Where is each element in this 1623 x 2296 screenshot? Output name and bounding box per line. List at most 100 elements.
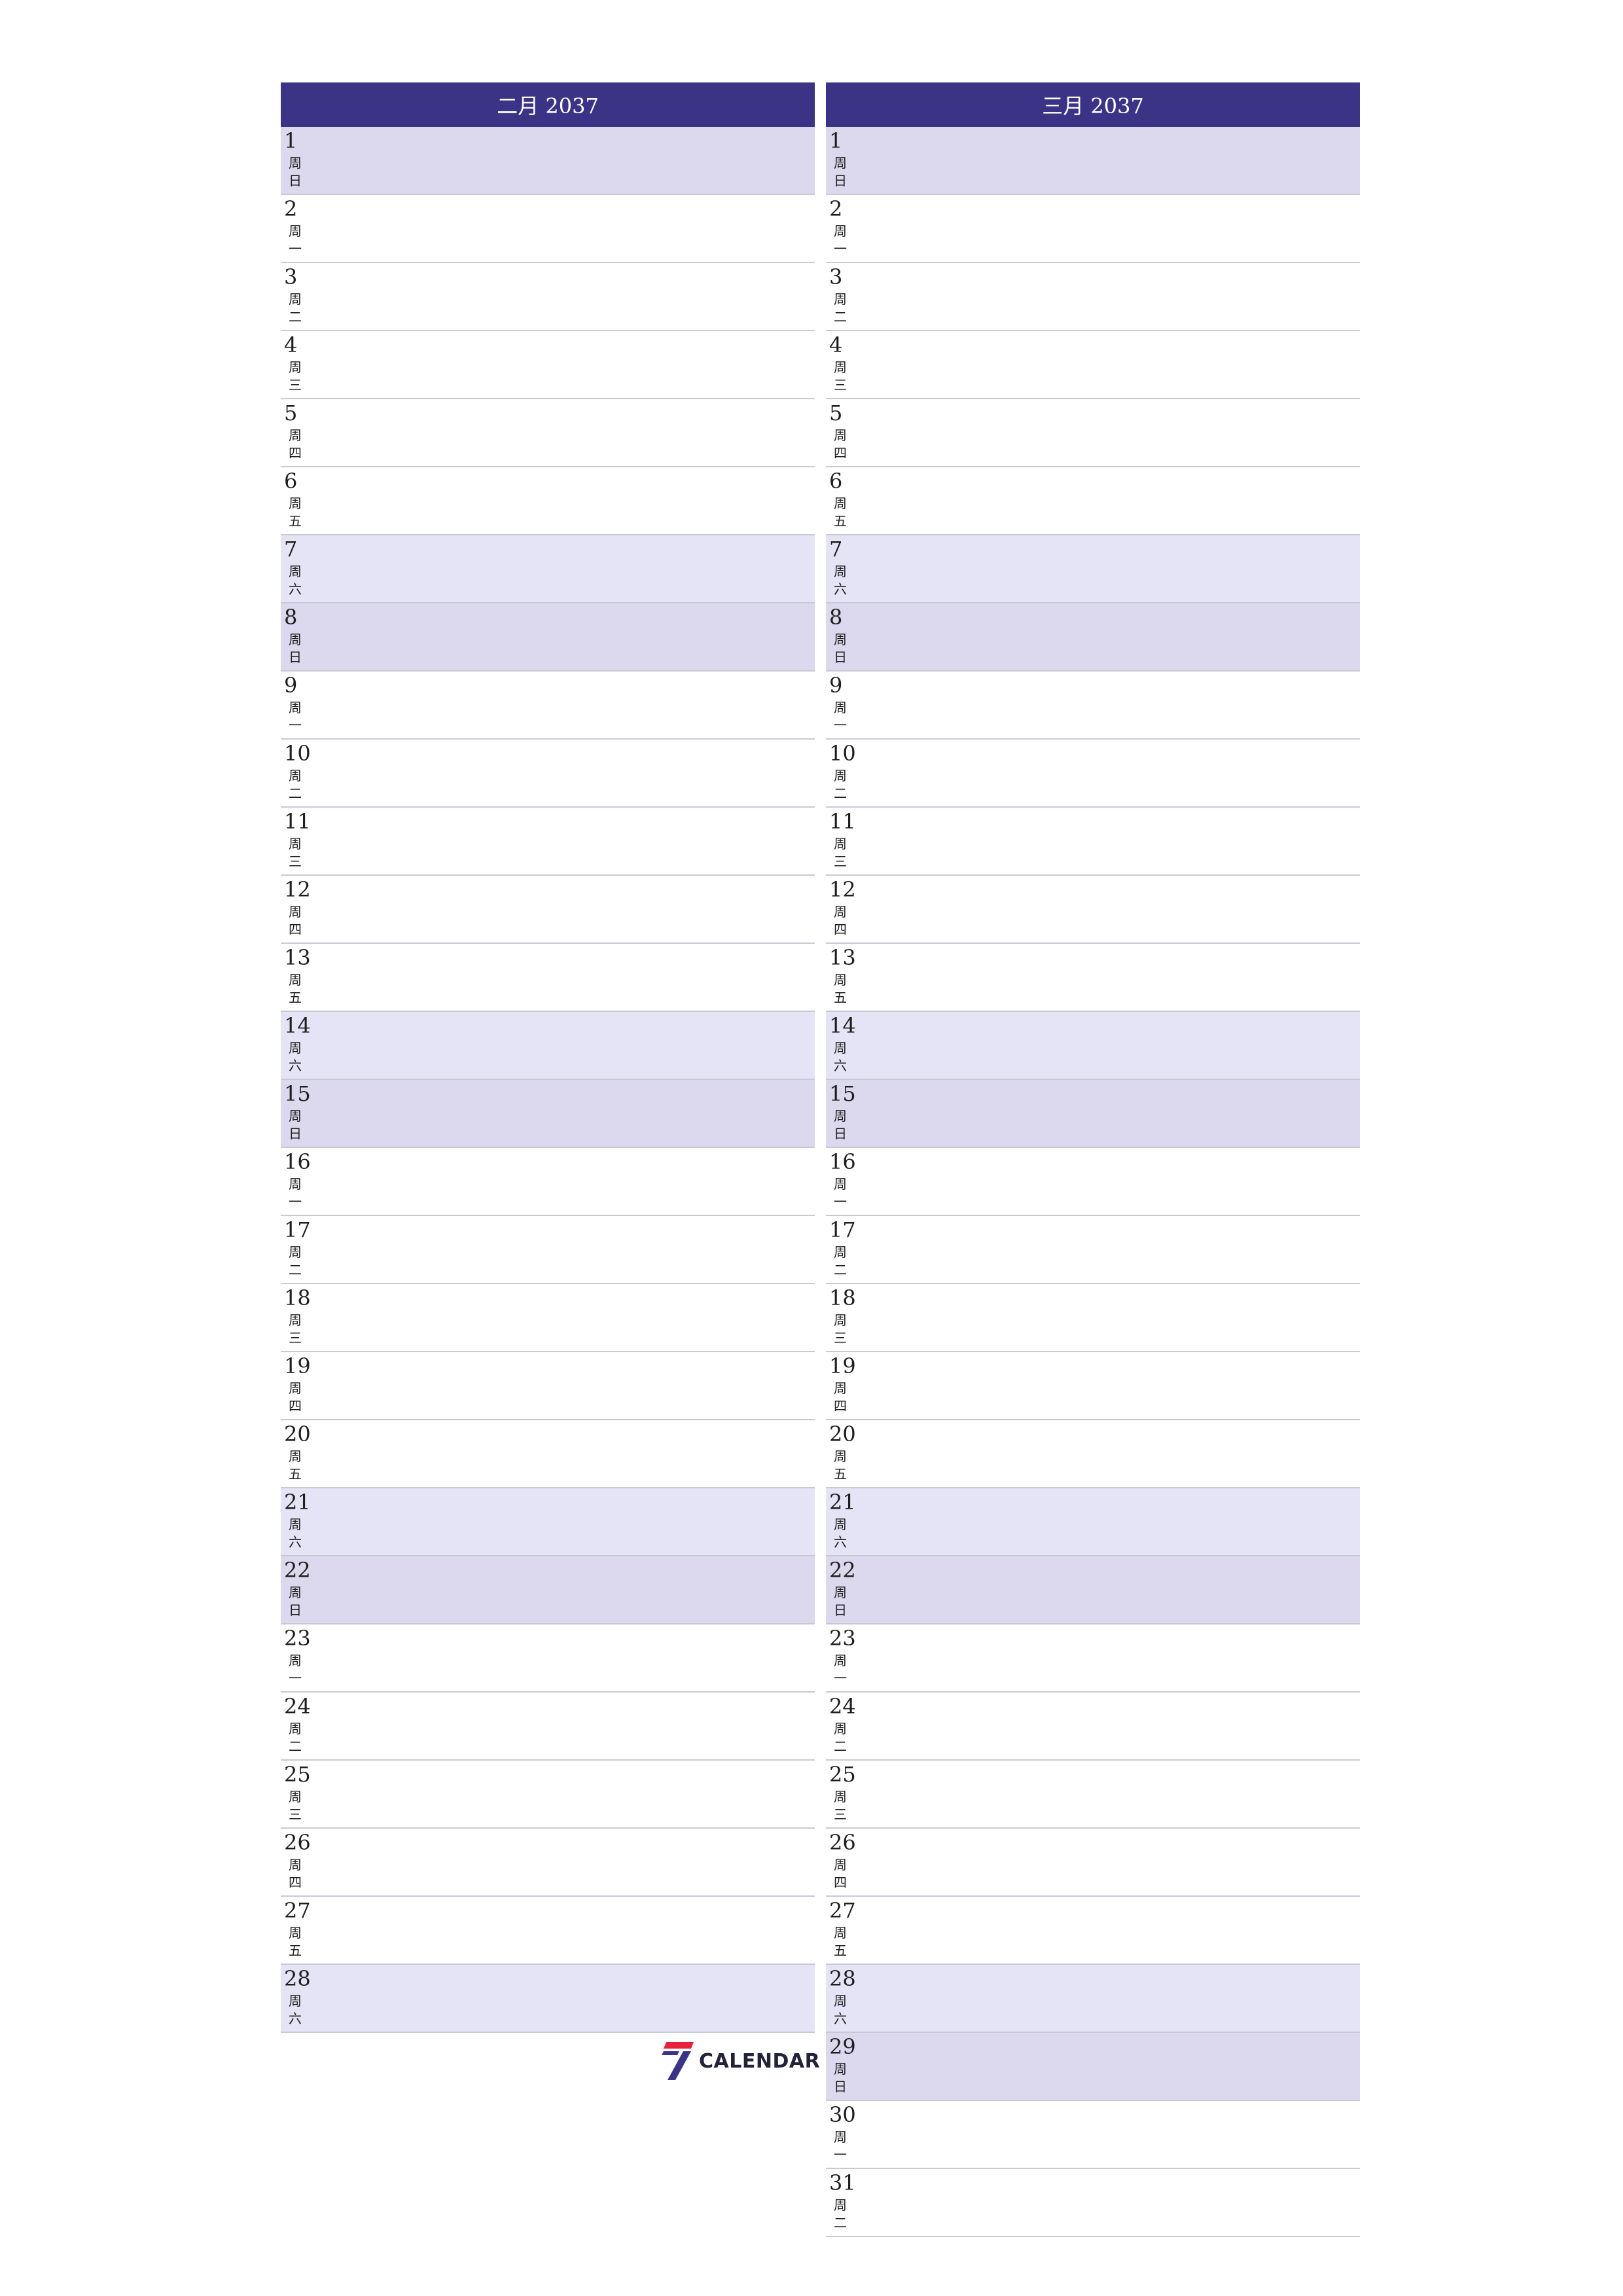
day-number: 11 bbox=[829, 809, 856, 834]
day-weekday: 周三 bbox=[289, 1789, 302, 1822]
day-row: 1 周日 bbox=[281, 127, 815, 195]
day-weekday: 周一 bbox=[289, 1176, 302, 1210]
day-number: 2 bbox=[829, 196, 843, 221]
day-weekday: 周日 bbox=[834, 632, 847, 665]
day-weekday: 周五 bbox=[834, 972, 847, 1005]
day-number: 13 bbox=[829, 945, 856, 970]
day-row: 11 周三 bbox=[281, 808, 815, 876]
day-row: 16 周一 bbox=[826, 1148, 1360, 1216]
day-row: 22 周日 bbox=[826, 1556, 1360, 1624]
day-number: 22 bbox=[829, 1558, 856, 1583]
day-number: 12 bbox=[829, 877, 856, 902]
day-weekday: 周二 bbox=[289, 768, 302, 801]
day-row: 2 周一 bbox=[826, 195, 1360, 263]
day-row: 30 周一 bbox=[826, 2101, 1360, 2169]
day-row: 29 周日 bbox=[826, 2033, 1360, 2101]
day-row: 20 周五 bbox=[826, 1420, 1360, 1488]
day-number: 24 bbox=[284, 1694, 311, 1719]
day-row: 28 周六 bbox=[281, 1965, 815, 2033]
day-weekday: 周六 bbox=[834, 1993, 847, 2026]
day-number: 23 bbox=[284, 1626, 311, 1651]
day-number: 5 bbox=[829, 401, 843, 425]
day-row: 12 周四 bbox=[281, 876, 815, 944]
day-number: 28 bbox=[829, 1966, 856, 1991]
day-weekday: 周六 bbox=[834, 1516, 847, 1550]
day-weekday: 周一 bbox=[289, 1653, 302, 1686]
day-row: 31 周二 bbox=[826, 2169, 1360, 2237]
day-weekday: 周一 bbox=[289, 700, 302, 733]
day-weekday: 周五 bbox=[289, 972, 302, 1005]
day-weekday: 周三 bbox=[834, 836, 847, 869]
day-row: 11 周三 bbox=[826, 808, 1360, 876]
day-weekday: 周四 bbox=[834, 1380, 847, 1414]
day-weekday: 周日 bbox=[289, 1585, 302, 1618]
day-number: 15 bbox=[284, 1081, 311, 1106]
day-row: 24 周二 bbox=[826, 1693, 1360, 1761]
day-number: 28 bbox=[284, 1966, 311, 1991]
day-number: 4 bbox=[284, 332, 298, 357]
logo-text: CALENDAR bbox=[699, 2049, 821, 2073]
day-number: 27 bbox=[829, 1898, 856, 1923]
day-weekday: 周日 bbox=[289, 632, 302, 665]
day-row: 28 周六 bbox=[826, 1965, 1360, 2033]
day-row: 18 周三 bbox=[826, 1284, 1360, 1352]
day-weekday: 周五 bbox=[289, 495, 302, 529]
day-number: 30 bbox=[829, 2102, 856, 2127]
day-number: 18 bbox=[829, 1285, 856, 1310]
day-number: 8 bbox=[829, 605, 843, 630]
day-weekday: 周二 bbox=[289, 291, 302, 325]
day-number: 24 bbox=[829, 1694, 856, 1719]
day-number: 6 bbox=[829, 469, 843, 493]
day-row: 13 周五 bbox=[281, 944, 815, 1012]
day-row: 1 周日 bbox=[826, 127, 1360, 195]
day-row: 6 周五 bbox=[281, 467, 815, 535]
day-weekday: 周二 bbox=[834, 1244, 847, 1278]
day-number: 20 bbox=[829, 1422, 856, 1446]
day-row: 20 周五 bbox=[281, 1420, 815, 1488]
day-number: 12 bbox=[284, 877, 311, 902]
day-number: 9 bbox=[284, 673, 298, 698]
day-number: 25 bbox=[829, 1762, 856, 1787]
day-number: 9 bbox=[829, 673, 843, 698]
day-weekday: 周日 bbox=[289, 155, 302, 188]
day-row: 6 周五 bbox=[826, 467, 1360, 535]
day-weekday: 周五 bbox=[289, 1925, 302, 1958]
day-row: 5 周四 bbox=[281, 399, 815, 467]
day-number: 17 bbox=[284, 1217, 311, 1242]
day-weekday: 周五 bbox=[834, 1925, 847, 1958]
day-row: 13 周五 bbox=[826, 944, 1360, 1012]
day-row: 21 周六 bbox=[826, 1488, 1360, 1556]
day-number: 10 bbox=[284, 741, 311, 766]
day-row: 14 周六 bbox=[826, 1012, 1360, 1080]
day-row: 23 周一 bbox=[281, 1624, 815, 1693]
day-row: 27 周五 bbox=[281, 1897, 815, 1965]
day-weekday: 周日 bbox=[834, 1585, 847, 1618]
day-number: 1 bbox=[284, 128, 298, 153]
day-list: 1 周日 2 周一 3 周二 4 周三 5 周四 6 周五 7 周六 8 周日 9 周一 10 周二 11 周三 12 周四 1… bbox=[826, 127, 1360, 2237]
day-number: 3 bbox=[284, 264, 298, 289]
day-number: 8 bbox=[284, 605, 298, 630]
day-weekday: 周日 bbox=[834, 1108, 847, 1141]
day-number: 26 bbox=[829, 1830, 856, 1855]
day-number: 27 bbox=[284, 1898, 311, 1923]
day-number: 18 bbox=[284, 1285, 311, 1310]
day-number: 25 bbox=[284, 1762, 311, 1787]
day-number: 3 bbox=[829, 264, 843, 289]
day-number: 21 bbox=[829, 1490, 856, 1515]
day-row: 23 周一 bbox=[826, 1624, 1360, 1693]
day-weekday: 周三 bbox=[834, 1789, 847, 1822]
day-row: 27 周五 bbox=[826, 1897, 1360, 1965]
day-number: 22 bbox=[284, 1558, 311, 1583]
day-number: 14 bbox=[284, 1013, 311, 1038]
day-number: 7 bbox=[829, 537, 843, 562]
day-number: 4 bbox=[829, 332, 843, 357]
day-number: 17 bbox=[829, 1217, 856, 1242]
day-number: 2 bbox=[284, 196, 298, 221]
day-number: 26 bbox=[284, 1830, 311, 1855]
day-row: 16 周一 bbox=[281, 1148, 815, 1216]
day-weekday: 周六 bbox=[289, 1040, 302, 1073]
day-number: 16 bbox=[829, 1149, 856, 1174]
day-row: 18 周三 bbox=[281, 1284, 815, 1352]
day-weekday: 周六 bbox=[834, 564, 847, 597]
day-weekday: 周四 bbox=[834, 427, 847, 461]
